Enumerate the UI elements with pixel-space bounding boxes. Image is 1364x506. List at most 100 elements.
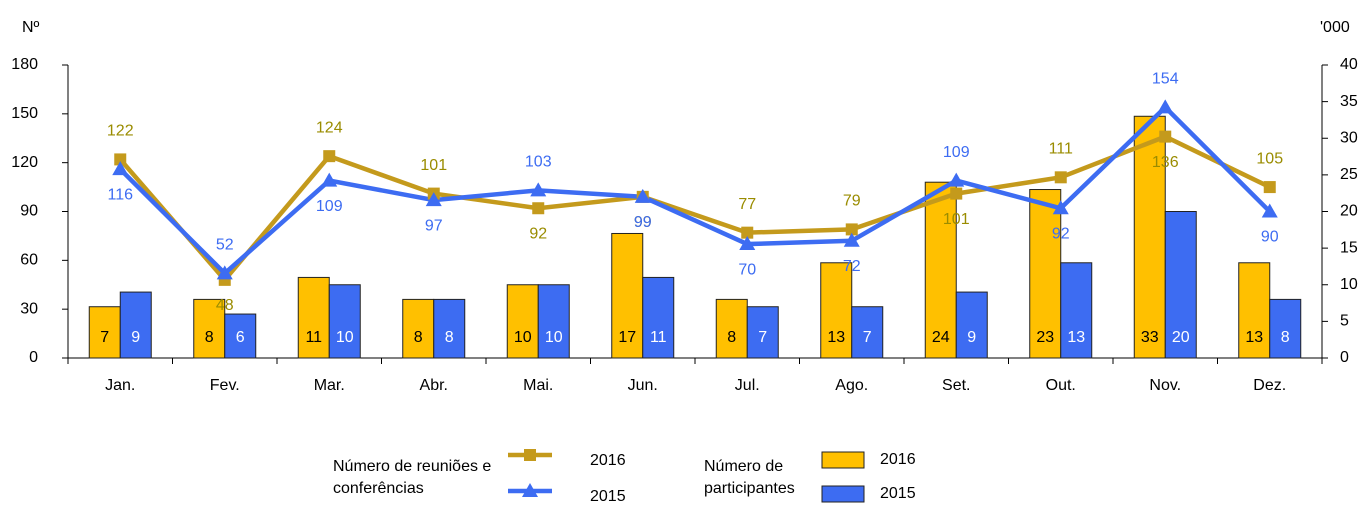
line-label: 77 — [738, 196, 756, 213]
bar — [611, 232, 644, 359]
x-tick-label: Ago. — [835, 377, 868, 394]
bar — [328, 284, 361, 359]
bar-label: 8 — [414, 329, 423, 346]
bar-label: 8 — [205, 329, 214, 346]
line-label: 103 — [525, 154, 552, 171]
bar — [1269, 298, 1302, 359]
bar — [506, 284, 539, 359]
bar — [119, 291, 152, 359]
y2-tick-label: 35 — [1340, 93, 1358, 110]
y-tick-label: 30 — [20, 300, 38, 317]
x-tick-label: Jun. — [628, 377, 658, 394]
line-label: 109 — [943, 144, 970, 161]
line-label: 72 — [843, 258, 861, 275]
line-label: 105 — [1256, 150, 1283, 167]
line-marker — [845, 223, 858, 236]
y2-tick-label: 0 — [1340, 349, 1349, 366]
bar — [820, 262, 853, 359]
x-tick-label: Dez. — [1253, 377, 1286, 394]
y2-axis-label: '000 — [1320, 19, 1350, 36]
y-tick-label: 150 — [11, 105, 38, 122]
bar — [433, 298, 466, 359]
bar-label: 8 — [727, 329, 736, 346]
line-label: 99 — [634, 214, 652, 231]
line-label: 109 — [316, 198, 343, 215]
bar-label: 9 — [131, 329, 140, 346]
line-label: 122 — [107, 123, 134, 140]
bar — [924, 181, 957, 359]
legend-group-label: Número de reuniões e conferências — [333, 458, 492, 497]
bar-label: 24 — [932, 329, 950, 346]
bar-label: 7 — [863, 329, 872, 346]
legend-group-label: Número de participantes — [704, 458, 795, 497]
line-marker — [112, 161, 129, 176]
y-tick-label: 180 — [11, 56, 38, 73]
x-tick-label: Mar. — [314, 377, 345, 394]
line — [118, 104, 1272, 277]
line-label: 101 — [943, 211, 970, 228]
line-marker — [114, 153, 127, 166]
line-marker — [1054, 171, 1067, 184]
bar-label: 33 — [1141, 329, 1159, 346]
line-marker — [843, 232, 860, 247]
line-marker — [1263, 181, 1276, 194]
bar — [193, 298, 226, 359]
legend-swatch — [821, 485, 865, 503]
line-label: 101 — [420, 157, 447, 174]
line-label: 48 — [216, 297, 234, 314]
y2-tick-label: 10 — [1340, 276, 1358, 293]
line-marker — [948, 172, 965, 187]
line-marker — [323, 150, 336, 163]
bar-label: 10 — [545, 329, 563, 346]
x-tick-label: Jul. — [735, 377, 760, 394]
legend-label: 2015 — [880, 485, 916, 502]
bar-label: 13 — [1067, 329, 1085, 346]
bar-label: 13 — [1245, 329, 1263, 346]
legend-label: 2016 — [590, 452, 626, 469]
line-marker — [530, 182, 547, 197]
line-marker — [741, 226, 754, 239]
y2-tick-label: 20 — [1340, 203, 1358, 220]
bar — [955, 291, 988, 359]
line-label: 70 — [738, 261, 756, 278]
y2-tick-label: 15 — [1340, 239, 1358, 256]
bar-label: 9 — [967, 329, 976, 346]
line-label: 136 — [1152, 154, 1179, 171]
bar-label: 7 — [758, 329, 767, 346]
bar-label: 17 — [618, 329, 636, 346]
bar-label: 20 — [1172, 329, 1190, 346]
y2-tick-label: 40 — [1340, 56, 1358, 73]
line-label: 116 — [107, 186, 133, 203]
line-label: 79 — [843, 193, 861, 210]
line-label: 92 — [1052, 225, 1070, 242]
bar — [1164, 211, 1197, 359]
line — [118, 134, 1271, 284]
line-label: 90 — [1261, 229, 1279, 246]
x-tick-label: Set. — [942, 377, 970, 394]
bar-label: 13 — [827, 329, 845, 346]
bar — [537, 284, 570, 359]
bar — [1060, 262, 1093, 359]
x-tick-label: Jan. — [105, 377, 135, 394]
legend-swatch — [821, 451, 865, 469]
y2-tick-label: 5 — [1340, 313, 1349, 330]
line-marker — [634, 188, 651, 203]
bar-label: 11 — [305, 329, 322, 346]
y-axis-label: Nº — [22, 19, 40, 36]
bar-label: 10 — [336, 329, 354, 346]
legend-marker — [522, 483, 538, 497]
line-marker — [1157, 99, 1174, 114]
line-label: 52 — [216, 237, 234, 254]
bar-label: 10 — [514, 329, 532, 346]
bar — [402, 298, 435, 359]
line-label: 154 — [1152, 71, 1179, 88]
legend-label: 2015 — [590, 488, 626, 505]
line-label: 99 — [634, 214, 652, 231]
x-tick-label: Out. — [1046, 377, 1076, 394]
line-marker — [425, 192, 442, 207]
bar — [224, 313, 257, 359]
bar — [1133, 115, 1166, 359]
line-label: 92 — [529, 225, 547, 242]
